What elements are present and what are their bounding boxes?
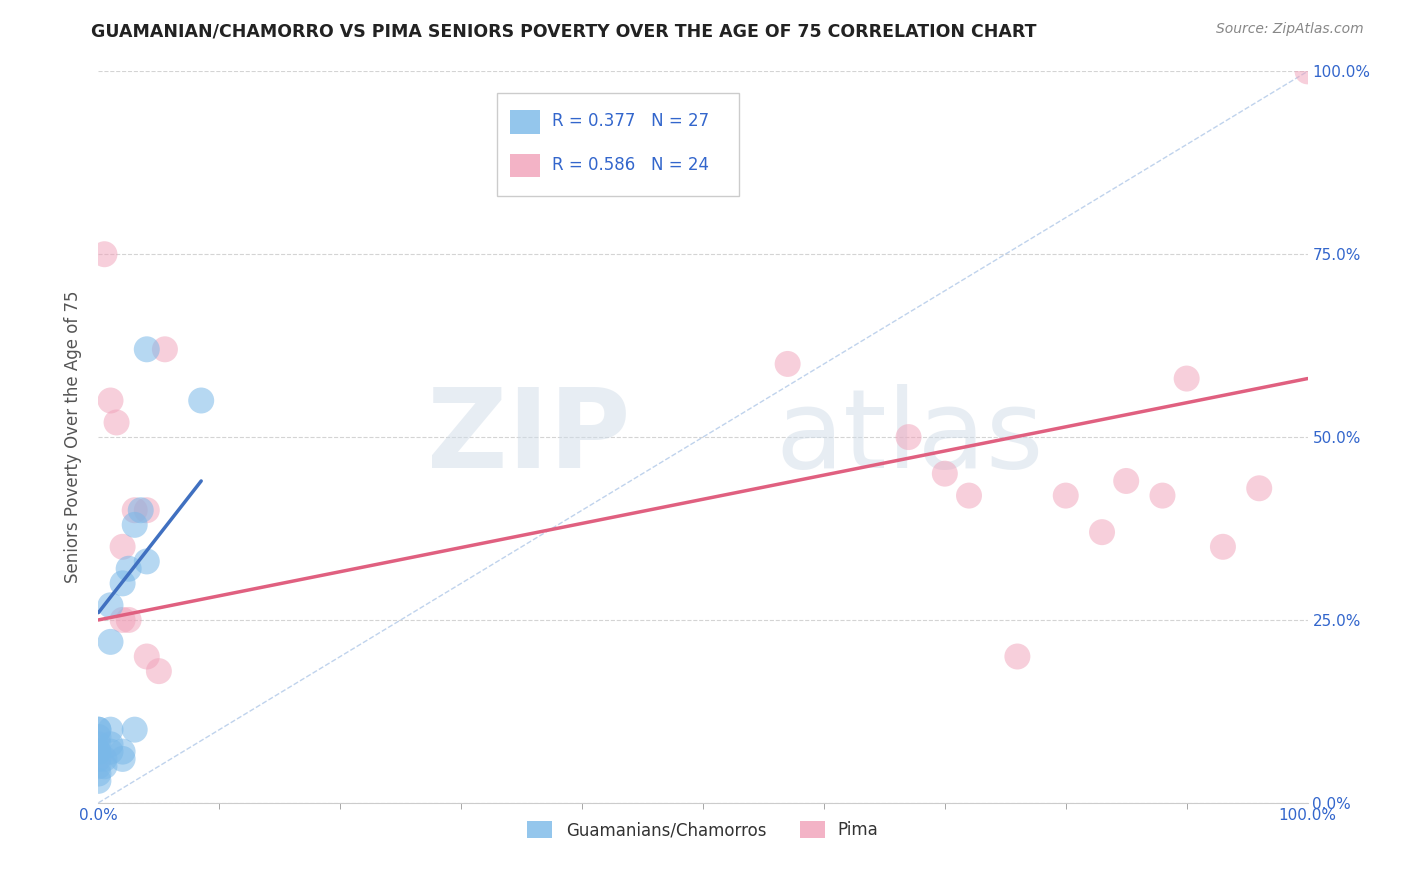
Point	[87, 759, 110, 773]
Point	[1249, 481, 1271, 495]
Point	[93, 759, 115, 773]
Point	[100, 723, 122, 737]
Point	[93, 752, 115, 766]
Text: ZIP: ZIP	[427, 384, 630, 491]
Point	[1212, 540, 1234, 554]
Point	[87, 737, 110, 751]
Point	[118, 562, 141, 576]
Point	[148, 664, 170, 678]
Point	[776, 357, 799, 371]
Y-axis label: Seniors Poverty Over the Age of 75: Seniors Poverty Over the Age of 75	[65, 291, 83, 583]
Text: atlas: atlas	[776, 384, 1045, 491]
Point	[100, 745, 122, 759]
Point	[111, 752, 134, 766]
Point	[1091, 525, 1114, 540]
Point	[100, 635, 122, 649]
Point	[1007, 649, 1029, 664]
Point	[87, 766, 110, 780]
Point	[87, 745, 110, 759]
Point	[105, 416, 128, 430]
Point	[1175, 371, 1198, 385]
Bar	[509, 110, 540, 134]
Point	[124, 503, 146, 517]
Point	[135, 554, 157, 568]
Point	[100, 737, 122, 751]
Point	[118, 613, 141, 627]
Point	[934, 467, 956, 481]
Text: GUAMANIAN/CHAMORRO VS PIMA SENIORS POVERTY OVER THE AGE OF 75 CORRELATION CHART: GUAMANIAN/CHAMORRO VS PIMA SENIORS POVER…	[91, 22, 1036, 40]
Text: R = 0.377   N = 27: R = 0.377 N = 27	[551, 112, 709, 130]
Point	[135, 503, 157, 517]
Point	[111, 540, 134, 554]
Point	[87, 723, 110, 737]
Text: R = 0.586   N = 24: R = 0.586 N = 24	[551, 156, 709, 174]
Point	[135, 343, 157, 357]
Point	[1054, 489, 1077, 503]
Point	[957, 489, 980, 503]
Point	[87, 723, 110, 737]
Point	[124, 517, 146, 532]
Point	[100, 393, 122, 408]
Point	[153, 343, 176, 357]
Point	[135, 649, 157, 664]
Point	[87, 745, 110, 759]
Point	[111, 613, 134, 627]
Bar	[498, 94, 740, 195]
Point	[100, 599, 122, 613]
Point	[87, 730, 110, 744]
Point	[129, 503, 152, 517]
Point	[111, 576, 134, 591]
Point	[93, 247, 115, 261]
Point	[87, 773, 110, 788]
Text: Source: ZipAtlas.com: Source: ZipAtlas.com	[1216, 22, 1364, 37]
Point	[897, 430, 920, 444]
Point	[1152, 489, 1174, 503]
Point	[1296, 64, 1319, 78]
Point	[87, 752, 110, 766]
Bar	[509, 154, 540, 178]
Point	[1115, 474, 1137, 488]
Legend: Guamanians/Chamorros, Pima: Guamanians/Chamorros, Pima	[520, 814, 886, 846]
Point	[111, 745, 134, 759]
Point	[124, 723, 146, 737]
Point	[190, 393, 212, 408]
